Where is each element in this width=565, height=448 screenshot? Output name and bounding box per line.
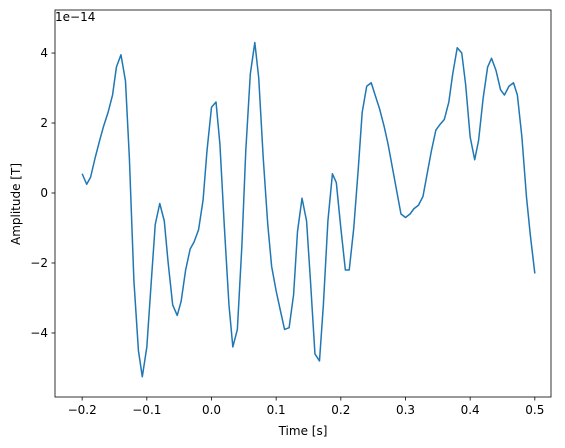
x-tick-label: −0.1: [132, 403, 161, 417]
x-tick-label: 0.1: [267, 403, 286, 417]
y-tick-label: −4: [30, 326, 48, 340]
offset-text: 1e−14: [55, 10, 95, 24]
y-tick-label: 2: [40, 116, 48, 130]
x-tick-label: 0.3: [396, 403, 415, 417]
x-tick-label: −0.2: [68, 403, 97, 417]
y-tick-label: −2: [30, 256, 48, 270]
x-axis-label: Time [s]: [278, 424, 328, 438]
y-tick-label: 4: [40, 46, 48, 60]
y-tick-label: 0: [40, 186, 48, 200]
x-tick-label: 0.4: [461, 403, 480, 417]
y-axis-label: Amplitude [T]: [9, 163, 23, 245]
line: [81, 41, 536, 378]
x-tick-label: 0.0: [202, 403, 221, 417]
x-tick-label: 0.2: [331, 403, 350, 417]
plot-frame: [54, 9, 552, 398]
x-tick-label: 0.5: [525, 403, 544, 417]
